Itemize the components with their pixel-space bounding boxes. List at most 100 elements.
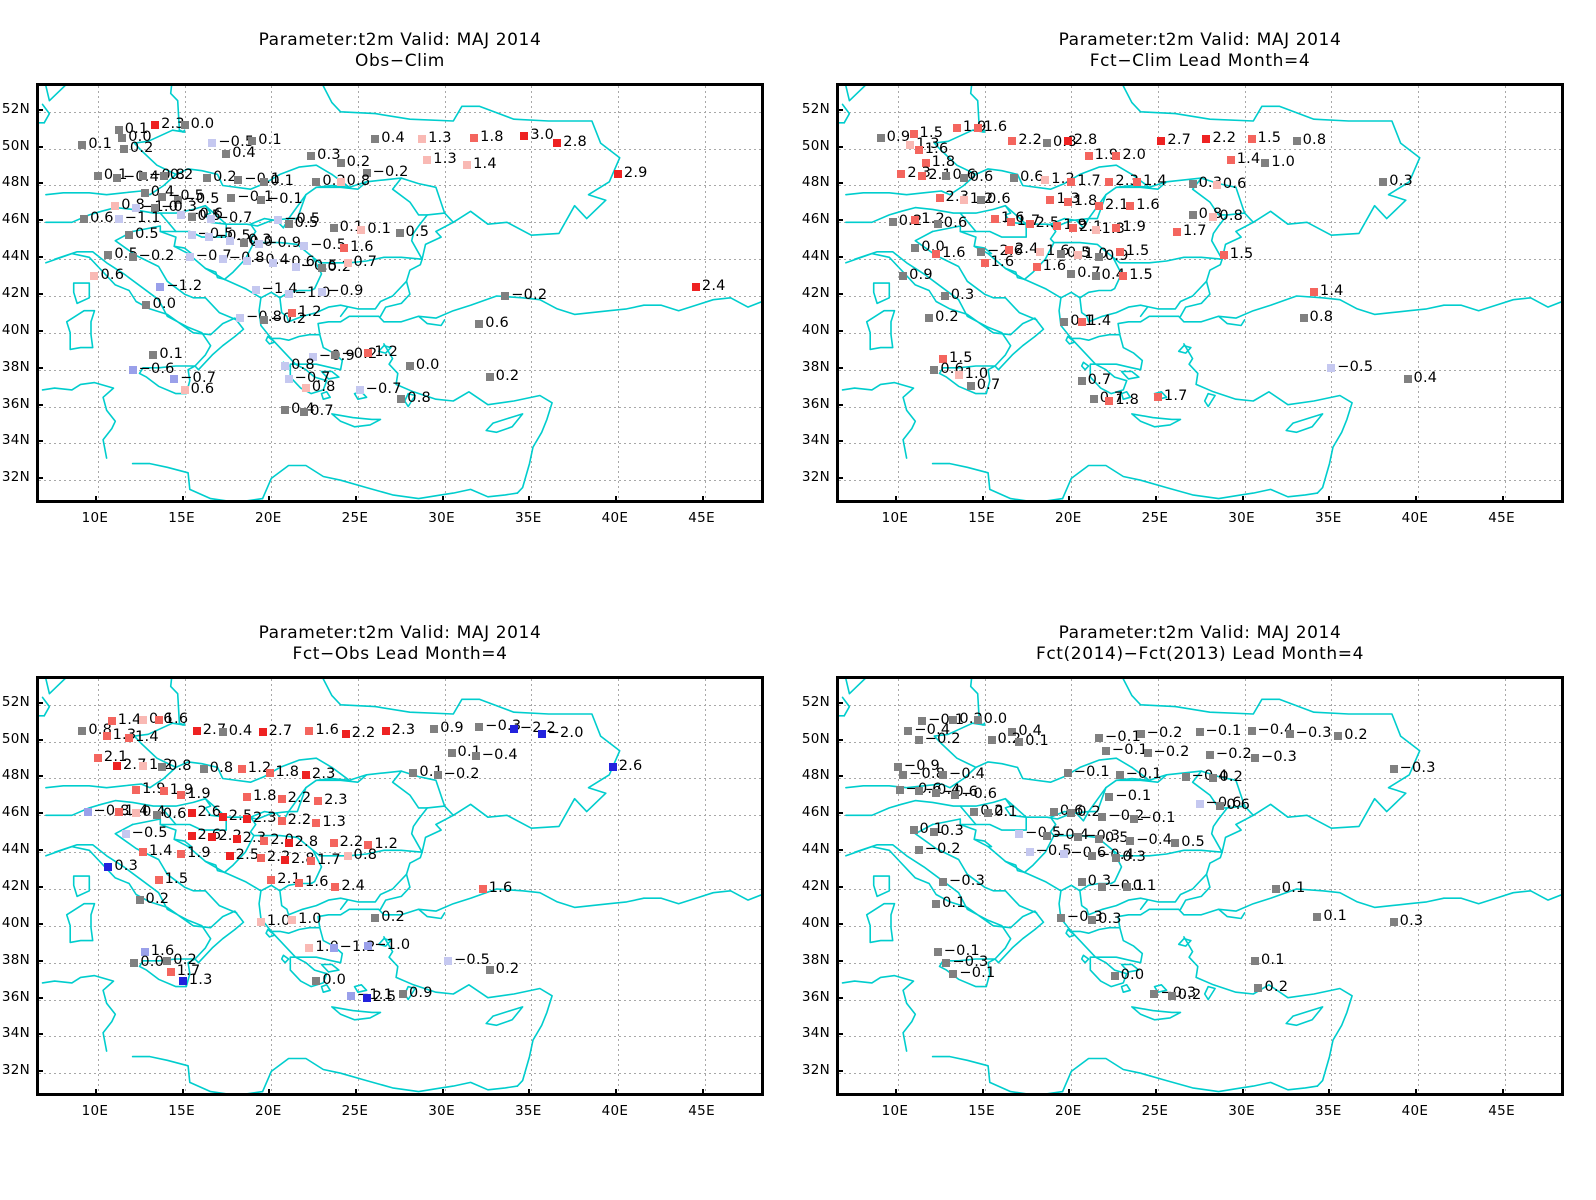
station-marker-square xyxy=(977,196,986,205)
station-marker-square xyxy=(204,233,213,242)
station-marker-square xyxy=(329,943,338,952)
station-value-label: 0.5 xyxy=(294,215,319,232)
y-axis-tick xyxy=(36,477,43,480)
station-value-label: 2.1 xyxy=(1105,196,1129,213)
y-axis-tick xyxy=(836,959,843,962)
station-marker-square xyxy=(173,196,182,205)
station-marker-square xyxy=(128,365,137,374)
x-axis-tick xyxy=(1241,1089,1244,1096)
station-marker-square xyxy=(918,172,927,181)
gridline-vertical xyxy=(1157,86,1159,500)
gridline-vertical xyxy=(897,86,899,500)
station-marker-square xyxy=(295,879,303,888)
gridline-vertical xyxy=(444,679,446,1093)
station-marker-square xyxy=(78,726,87,735)
station-marker-square xyxy=(478,885,487,893)
gridline-horizontal xyxy=(839,1036,1561,1038)
station-value-label: 2.5 xyxy=(235,846,260,863)
station-marker-square xyxy=(362,993,371,1002)
y-axis-tick xyxy=(836,1033,843,1036)
station-marker-square xyxy=(1010,174,1019,183)
gridline-horizontal xyxy=(839,296,1561,297)
station-value-label: 1.7 xyxy=(1077,172,1101,189)
station-value-label: −0.6 xyxy=(279,254,315,270)
station-marker-square xyxy=(93,754,102,763)
station-value-label: 0.4 xyxy=(1101,266,1126,283)
y-axis-tick xyxy=(36,145,43,148)
station-value-label: 0.4 xyxy=(1413,369,1438,386)
station-marker-square xyxy=(281,855,290,864)
station-marker-square xyxy=(475,722,484,731)
station-value-label: 0.5 xyxy=(405,224,430,241)
station-marker-square xyxy=(1195,728,1204,737)
station-marker-square xyxy=(1133,177,1142,186)
gridline-vertical xyxy=(1504,679,1506,1093)
panel-title: Parameter:t2m Valid: MAJ 2014 Fct−Clim Le… xyxy=(836,30,1564,72)
station-value-label: 2.9 xyxy=(623,165,648,182)
gridline-horizontal xyxy=(39,999,761,1001)
station-value-label: 0.7 xyxy=(353,253,378,270)
station-marker-square xyxy=(78,140,87,149)
x-axis-label: 30E xyxy=(1228,510,1255,526)
station-value-label: 1.7 xyxy=(1183,222,1207,239)
station-marker-square xyxy=(1157,137,1166,146)
station-marker-square xyxy=(405,362,414,370)
x-axis-tick xyxy=(614,1089,617,1096)
x-axis-label: 45E xyxy=(688,510,715,526)
station-value-label: 0.2 xyxy=(145,891,170,908)
station-marker-square xyxy=(329,838,338,847)
gridline-horizontal xyxy=(839,815,1561,817)
gridline-vertical xyxy=(444,86,446,500)
station-marker-square xyxy=(132,203,141,212)
station-marker-square xyxy=(1077,877,1086,886)
gridline-vertical xyxy=(357,679,359,1093)
station-marker-square xyxy=(1209,212,1218,221)
station-marker-square xyxy=(1112,853,1121,862)
x-axis-label: 15E xyxy=(968,510,995,526)
station-marker-square xyxy=(1251,754,1259,763)
y-axis-label: 42N xyxy=(801,285,830,301)
x-axis-label: 20E xyxy=(254,1103,282,1119)
x-axis-label: 35E xyxy=(514,510,542,526)
panel-title-line1: Parameter:t2m Valid: MAJ 2014 xyxy=(1058,623,1342,643)
station-value-label: 0.2 xyxy=(169,167,194,184)
station-marker-square xyxy=(381,726,390,735)
station-value-label: −0.9 xyxy=(265,235,302,252)
station-marker-square xyxy=(114,807,123,816)
gridline-horizontal xyxy=(839,443,1561,445)
station-value-label: 1.2 xyxy=(247,760,272,777)
y-axis-tick xyxy=(36,293,43,295)
station-marker-square xyxy=(1261,159,1270,168)
y-axis-label: 40N xyxy=(1,321,30,338)
y-axis-label: 36N xyxy=(801,988,830,1005)
station-value-label: 0.2 xyxy=(935,309,959,326)
station-marker-square xyxy=(939,770,947,779)
station-value-label: −0.1 xyxy=(1115,787,1152,804)
station-value-label: −0.4 xyxy=(481,747,518,764)
gridline-horizontal xyxy=(39,148,761,150)
x-axis-tick xyxy=(528,1089,531,1096)
y-axis-tick xyxy=(836,738,843,741)
station-value-label: −0.6 xyxy=(138,360,175,377)
x-axis-label: 45E xyxy=(688,1103,715,1119)
station-marker-square xyxy=(952,124,961,133)
y-axis-label: 52N xyxy=(801,100,830,117)
station-value-label: −0.1 xyxy=(959,964,996,981)
x-axis-label: 25E xyxy=(341,1103,369,1119)
x-axis-tick xyxy=(981,496,984,503)
station-value-label: −0.2 xyxy=(924,841,961,858)
station-marker-square xyxy=(1115,247,1124,256)
station-value-label: −0.1 xyxy=(1139,810,1176,826)
station-marker-square xyxy=(163,956,172,965)
y-axis-tick xyxy=(36,1033,43,1036)
plot-area: 0.81.40.61.61.31.42.70.42.71.62.22.30.9−… xyxy=(36,676,764,1096)
x-axis-tick xyxy=(701,496,704,503)
station-marker-square xyxy=(154,715,163,724)
station-value-label: 1.5 xyxy=(1129,266,1153,283)
station-marker-square xyxy=(1077,317,1086,326)
gridline-horizontal xyxy=(839,962,1561,964)
station-marker-square xyxy=(959,174,968,183)
gridline-horizontal xyxy=(839,259,1561,261)
gridline-vertical xyxy=(1417,679,1419,1093)
station-value-label: −0.1 xyxy=(1125,765,1162,782)
